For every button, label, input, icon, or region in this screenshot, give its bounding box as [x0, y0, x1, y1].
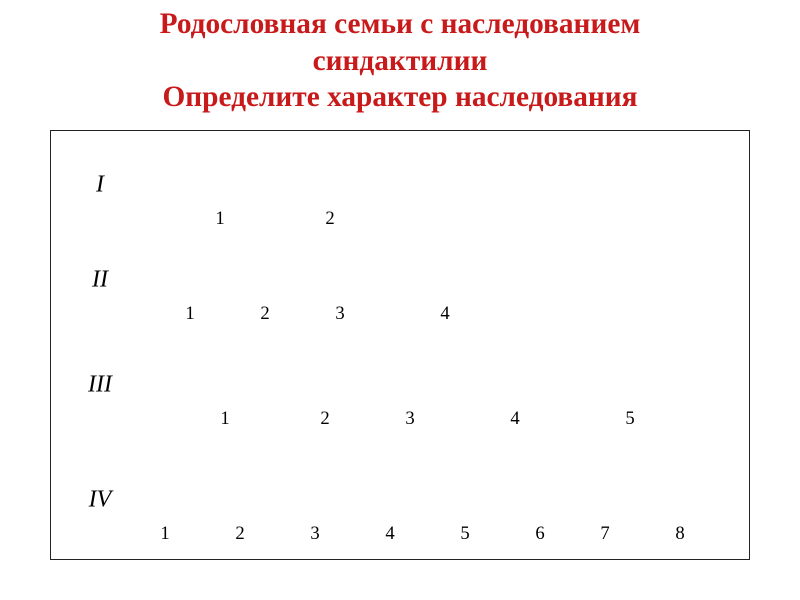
individual-number: 2: [260, 303, 269, 325]
individual-number: 1: [160, 523, 169, 545]
chart-border: [50, 130, 750, 560]
individual-number: 7: [600, 523, 609, 545]
individual-number: 5: [460, 523, 469, 545]
generation-label: I: [96, 171, 104, 198]
generation-label: IV: [89, 486, 112, 513]
individual-number: 1: [220, 408, 229, 430]
title-line-3: Определите характер наследования: [0, 79, 800, 116]
individual-number: 6: [535, 523, 544, 545]
individual-number: 1: [185, 303, 194, 325]
individual-number: 8: [675, 523, 684, 545]
individual-number: 5: [625, 408, 634, 430]
page-title: Родословная семьи с наследованием синдак…: [0, 0, 800, 116]
individual-number: 4: [440, 303, 449, 325]
title-line-1: Родословная семьи с наследованием: [0, 6, 800, 43]
individual-number: 2: [320, 408, 329, 430]
pedigree-chart: IIIIIIIV1212341234512345678: [50, 130, 750, 560]
individual-number: 2: [325, 208, 334, 230]
individual-number: 3: [405, 408, 414, 430]
generation-label: III: [88, 371, 112, 398]
individual-number: 4: [510, 408, 519, 430]
individual-number: 3: [310, 523, 319, 545]
individual-number: 3: [335, 303, 344, 325]
title-line-2: синдактилии: [0, 43, 800, 80]
generation-label: II: [92, 266, 108, 293]
individual-number: 4: [385, 523, 394, 545]
individual-number: 1: [215, 208, 224, 230]
individual-number: 2: [235, 523, 244, 545]
